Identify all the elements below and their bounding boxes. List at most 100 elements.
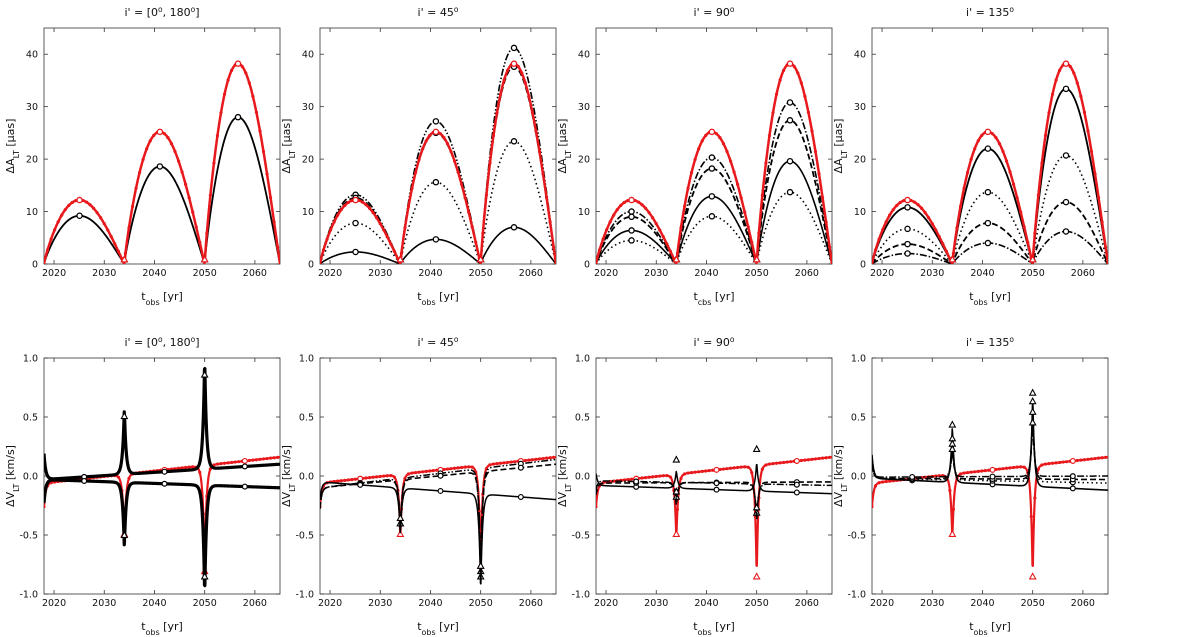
red-dot-marker <box>767 134 772 138</box>
red-dot-marker <box>63 208 67 212</box>
red-dot-marker <box>725 467 729 471</box>
red-dot-marker <box>428 469 432 473</box>
x-tick-label: 2050 <box>469 598 493 609</box>
x-tick-label: 2040 <box>418 598 442 609</box>
red-dot-marker <box>421 470 425 474</box>
panel-title: i' = 135o <box>966 5 1014 20</box>
red-dot-marker <box>198 470 202 475</box>
red-dot-marker <box>757 231 761 235</box>
red-dot-marker <box>1036 467 1040 471</box>
baseline-circle-marker <box>357 481 364 488</box>
panel-title: i' = [0o, 180o] <box>124 335 199 350</box>
red-dot-marker <box>91 206 96 210</box>
peak-circle-marker <box>234 113 242 121</box>
series-black-lower <box>44 478 280 588</box>
red-dot-marker <box>962 471 966 475</box>
red-dot-marker <box>428 133 432 138</box>
peak-circle-marker <box>628 227 635 234</box>
red-dot-marker <box>778 78 782 82</box>
red-dot-marker <box>1040 463 1044 467</box>
baseline-circle-marker <box>81 477 88 484</box>
y-tick-label: 0 <box>308 260 314 271</box>
red-dot-marker <box>693 470 697 474</box>
red-dot-marker <box>113 242 117 246</box>
red-dot-marker <box>884 479 888 484</box>
red-dot-marker <box>45 248 50 252</box>
baseline-circle-marker <box>989 473 996 480</box>
red-dot-marker <box>49 237 53 241</box>
spike-triangle-marker <box>948 420 957 428</box>
red-dot-marker <box>445 467 450 471</box>
red-dot-marker <box>1012 182 1016 186</box>
red-dot-marker <box>704 469 708 473</box>
series-solid <box>320 226 556 264</box>
peak-circle-marker <box>234 60 242 67</box>
series-dash-dot-dot <box>320 47 556 264</box>
y-tick-label: 0.5 <box>575 413 590 424</box>
baseline-circle-marker <box>633 478 640 485</box>
baseline-circle-marker <box>517 464 524 471</box>
plot-area <box>44 367 280 588</box>
series-red-reference <box>596 456 832 567</box>
panel-4: 2020 2030 2040 2050 2060 -1.0 -0.5 0.0 0.5 1.0 i' … <box>4 335 281 637</box>
red-dot-marker <box>1033 231 1037 235</box>
panel-title: i' = 90o <box>694 5 735 20</box>
x-tick-label: 2040 <box>694 268 718 279</box>
red-dot-marker <box>552 455 556 459</box>
baseline-circle-marker <box>713 480 720 487</box>
peak-circle-marker <box>432 178 440 186</box>
y-tick-label: 30 <box>578 102 590 113</box>
red-dot-marker <box>785 460 789 464</box>
red-dot-marker <box>654 221 658 226</box>
red-dot-marker <box>233 460 237 464</box>
red-dot-marker <box>697 470 701 474</box>
x-tick-label: 2050 <box>745 268 769 279</box>
red-dot-marker <box>403 226 407 230</box>
red-dot-marker <box>930 221 934 226</box>
red-dot-marker <box>237 460 241 464</box>
red-dot-marker <box>643 476 648 480</box>
panel-5: 2020 2030 2040 2050 2060 -1.0 -0.5 0.0 0.5 1.0 i' … <box>280 335 557 637</box>
red-dot-marker <box>399 251 404 255</box>
red-dot-marker <box>1104 245 1108 249</box>
peak-circle-marker <box>786 157 794 165</box>
red-dot-marker <box>67 203 71 208</box>
red-dot-marker <box>760 193 764 197</box>
peak-circle-marker <box>76 212 83 220</box>
red-dot-marker <box>1082 110 1086 114</box>
red-dot-marker <box>778 461 782 465</box>
red-dot-marker <box>1086 129 1090 133</box>
x-tick-label: 2030 <box>368 268 392 279</box>
red-dot-marker <box>1086 457 1090 461</box>
red-dot-marker <box>824 220 828 224</box>
red-dot-marker <box>714 132 718 136</box>
red-dot-marker <box>392 475 396 479</box>
red-dot-marker <box>406 204 411 209</box>
y-tick-label: -1.0 <box>847 590 866 601</box>
red-dot-marker <box>965 170 970 175</box>
red-dot-marker <box>1008 170 1012 174</box>
red-dot-marker <box>162 132 166 136</box>
peak-circle-marker <box>904 196 911 204</box>
red-dot-marker <box>828 245 832 249</box>
red-dot-marker <box>205 231 209 235</box>
y-tick-label: 0 <box>584 260 590 271</box>
x-tick-label: 2060 <box>519 598 543 609</box>
plot-frame <box>595 27 833 265</box>
red-dot-marker <box>983 469 987 473</box>
baseline-circle-marker <box>1069 485 1076 492</box>
red-dot-marker <box>456 170 460 174</box>
red-dot-marker <box>258 129 262 133</box>
red-dot-marker <box>1054 78 1058 82</box>
red-dot-marker <box>449 149 453 154</box>
spike-triangle-marker <box>1028 418 1037 426</box>
red-dot-marker <box>152 133 156 138</box>
red-dot-marker <box>728 466 733 470</box>
red-dot-marker <box>682 204 687 209</box>
red-dot-marker <box>1019 465 1023 469</box>
x-axis-label: tobs [yr] <box>693 620 735 637</box>
red-dot-marker <box>215 134 220 138</box>
red-dot-marker <box>276 245 280 249</box>
red-dot-marker <box>891 208 895 212</box>
